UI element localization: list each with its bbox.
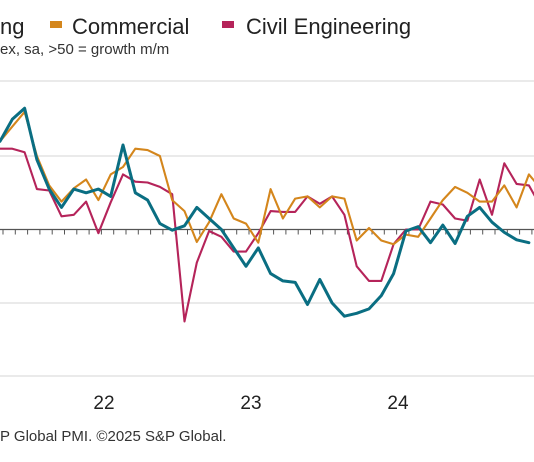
legend-label: ng [0, 14, 25, 39]
source-note: P Global PMI. ©2025 S&P Global. [0, 428, 227, 445]
x-tick-label: 24 [387, 393, 409, 414]
legend-label: Commercial [72, 14, 190, 39]
series-line-civil-engineering [0, 147, 534, 323]
series-line-construction [0, 106, 531, 318]
legend-swatch [50, 21, 62, 28]
x-tick-label: 23 [240, 393, 261, 414]
x-tick-label: 22 [93, 393, 114, 414]
chart-subtitle: ex, sa, >50 = growth m/m [0, 41, 170, 58]
legend-label: Civil Engineering [246, 14, 412, 39]
series-line-commercial [0, 110, 534, 246]
legend-swatch [222, 21, 234, 28]
